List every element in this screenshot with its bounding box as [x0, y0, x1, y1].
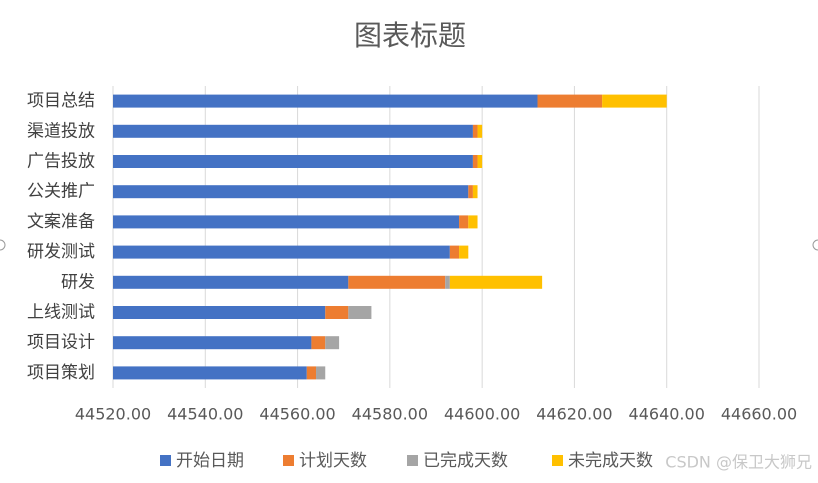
bar-segment	[348, 275, 446, 289]
y-tick-label: 项目设计	[27, 333, 95, 353]
legend-swatch	[160, 455, 171, 466]
bar-segment	[468, 185, 473, 199]
x-tick-label: 44640.00	[629, 405, 705, 424]
x-tick-label: 44660.00	[721, 405, 797, 424]
chart-title: 图表标题	[354, 19, 466, 52]
bar-segment	[316, 366, 326, 380]
y-tick-label: 上线测试	[27, 303, 95, 323]
bar-segment	[459, 245, 469, 259]
y-tick-label: 文案准备	[27, 212, 95, 232]
bar-segment	[477, 124, 483, 138]
x-tick-label: 44620.00	[536, 405, 612, 424]
bar-segment	[468, 215, 478, 229]
x-tick-label: 44580.00	[352, 405, 428, 424]
y-tick-label: 广告投放	[27, 152, 95, 172]
bar-segment	[459, 215, 469, 229]
handle	[812, 239, 818, 251]
bar-segment	[477, 155, 483, 168]
bar-segment	[113, 215, 460, 229]
bar-segment	[472, 185, 478, 199]
legend-label: 未完成天数	[568, 451, 653, 471]
x-tick-label: 44600.00	[444, 405, 520, 424]
y-tick-label: 研发测试	[27, 242, 95, 262]
y-tick-label: 项目策划	[27, 363, 95, 383]
legend-label: 计划天数	[299, 451, 367, 471]
bar-segment	[348, 306, 372, 319]
handle	[0, 239, 6, 251]
bar-segment	[325, 336, 340, 350]
y-tick-label: 渠道投放	[27, 121, 95, 141]
x-tick-label: 44520.00	[75, 405, 151, 424]
bar-segment	[113, 185, 469, 199]
bar-segment	[472, 155, 478, 168]
watermark: CSDN @保卫大狮兄	[665, 453, 812, 472]
legend-swatch	[407, 455, 418, 466]
bar-segment	[449, 275, 543, 289]
bar-segment	[113, 306, 326, 319]
bar-segment	[311, 336, 326, 350]
bar-segment	[113, 94, 538, 108]
bar-segment	[602, 94, 667, 108]
legend-label: 已完成天数	[423, 451, 508, 471]
y-tick-label: 公关推广	[27, 182, 95, 202]
bar-segment	[325, 306, 349, 319]
bar-segment	[306, 366, 317, 380]
legend-label: 开始日期	[176, 451, 244, 471]
legend-swatch	[283, 455, 294, 466]
bar-segment	[113, 245, 450, 259]
x-tick-label: 44540.00	[167, 405, 243, 424]
bar-segment	[445, 275, 450, 289]
x-tick-label: 44560.00	[259, 405, 335, 424]
bar-segment	[449, 245, 460, 259]
bar-segment	[113, 275, 349, 289]
y-tick-label: 研发	[61, 272, 95, 292]
y-tick-label: 项目总结	[27, 91, 95, 111]
bar-segment	[113, 155, 473, 168]
bar-segment	[113, 336, 312, 350]
bar-segment	[113, 124, 473, 138]
legend-swatch	[552, 455, 563, 466]
bar-segment	[472, 124, 478, 138]
bar-segment	[537, 94, 603, 108]
bar-segment	[113, 366, 307, 380]
